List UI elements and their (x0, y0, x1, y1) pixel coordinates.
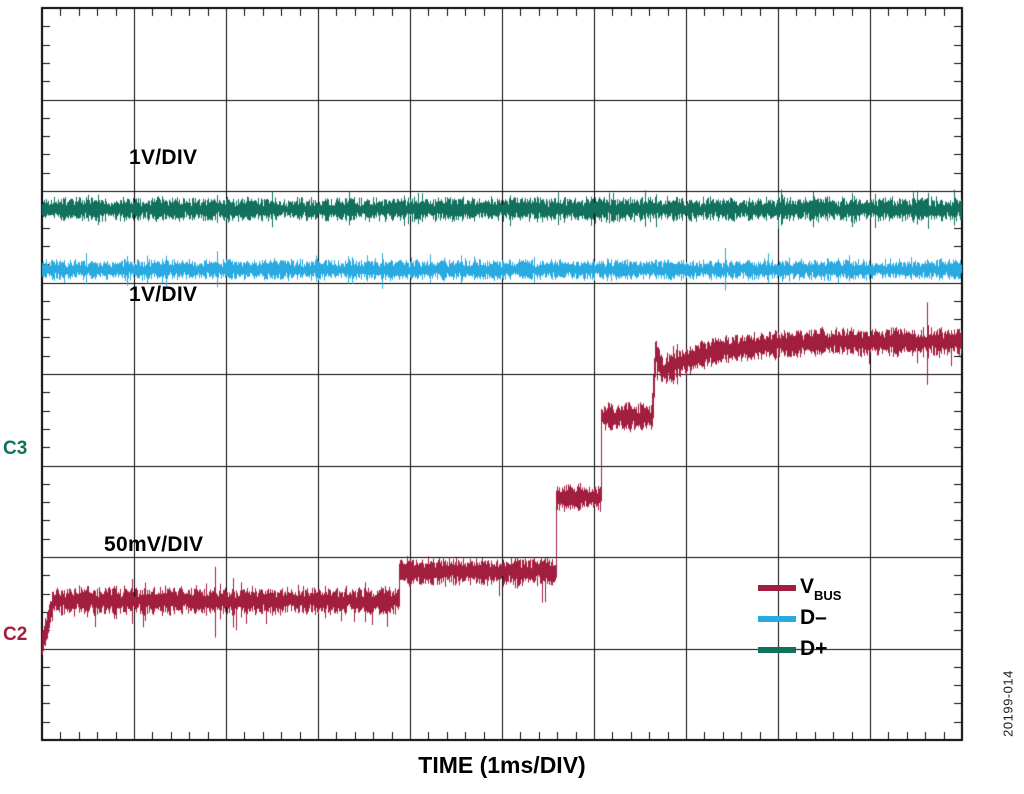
dplus-trace-swatch (758, 647, 796, 653)
vbus-legend-label: VBUS (800, 574, 842, 604)
x-axis-label: TIME (1ms/DIV) (418, 752, 586, 778)
figure-number: 20199-014 (1000, 670, 1016, 737)
channel-c3-label: C3 (3, 438, 28, 459)
legend-item-dplus: D+ (758, 637, 841, 663)
channel-c2-label: C2 (3, 624, 28, 645)
vbus-trace-swatch (758, 585, 796, 591)
legend-item-vbus: VBUS (758, 574, 842, 604)
dplus-legend-label: D+ (800, 636, 828, 660)
dminus-legend-label: D– (800, 605, 827, 629)
dminus-scale-label: 1V/DIV (129, 283, 198, 306)
legend-item-dminus: D– (758, 606, 841, 632)
vbus-scale-label: 50mV/DIV (104, 533, 204, 556)
dminus-trace-swatch (758, 616, 796, 622)
dplus-scale-label: 1V/DIV (129, 146, 198, 169)
legend: VBUS D– D+ (758, 575, 841, 663)
